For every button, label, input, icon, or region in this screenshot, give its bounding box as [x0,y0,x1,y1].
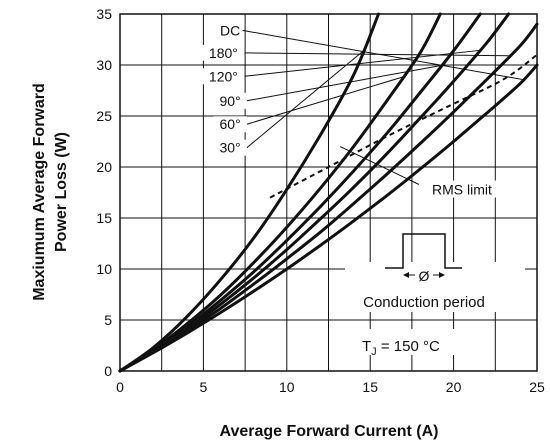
y-tick-label: 5 [104,312,112,328]
leader-line-90deg [246,64,443,102]
series-line-30deg [118,12,380,373]
tick-labels: 0 5 10 15 20 25 0 5 10 15 20 25 30 35 [96,6,545,395]
y-tick-label: 25 [96,108,112,124]
conduction-waveform [385,233,462,269]
curve-label-dc: DC [220,22,240,38]
curve-label-60deg: 60° [220,116,241,132]
y-tick-label: 35 [96,6,112,22]
arrow-left-icon [403,272,409,278]
curve-label-bg [217,22,243,39]
y-tick-label: 15 [96,210,112,226]
x-tick-label: 5 [200,379,208,395]
y-tick-label: 10 [96,261,112,277]
y-axis-label-line-1: Maxiumum Average Forward [31,83,48,301]
curve-label-bg [213,116,247,133]
curve-label-bg [202,68,245,85]
y-tick-label: 0 [104,363,112,379]
series-line-dc [118,63,539,373]
x-tick-label: 25 [529,379,545,395]
inset-background [345,262,525,312]
tj-label: TJ = 150 °C [362,338,440,358]
tj-annotation: TJ = 150 °C [350,329,488,358]
curve-label-180deg: 180° [209,45,238,61]
conduction-period-label: Conduction period [363,294,485,311]
leader-line-dc [242,29,524,81]
y-axis-label: Maxiumum Average Forward Power Loss (W) [31,83,70,301]
series-line-90deg [118,12,482,373]
curve-labels: DC 180° 120° 90° 60° 30° RMS limit [202,22,505,198]
leader-line-120deg [244,49,481,77]
x-tick-label: 10 [279,379,295,395]
conduction-period-inset: Ø Conduction period [345,233,525,312]
y-tick-label: 30 [96,57,112,73]
curve-label-120deg: 120° [209,68,238,84]
leader-line-30deg [246,50,364,149]
x-tick-label: 15 [362,379,378,395]
leader-line-180deg [244,52,511,57]
series-line-60deg [118,12,442,373]
plot-frame [119,13,538,372]
y-tick-label: 20 [96,159,112,175]
curve-label-90deg: 90° [220,93,241,109]
curve-label-bg [213,139,247,156]
y-axis-label-line-2: Power Loss (W) [53,132,70,252]
curve-label-bg [213,92,247,109]
leader-line-rms-limit [339,146,420,185]
rms-label-bg [418,180,505,198]
series-group [118,12,539,373]
conduction-angle-symbol: Ø [419,268,430,284]
label-leader-lines [242,29,524,185]
curve-label-bg [202,44,245,61]
leader-line-60deg [246,76,404,125]
rms-limit-line [269,53,538,199]
series-line-120deg [118,12,511,373]
x-tick-label: 0 [116,379,124,395]
series-line-180deg [118,22,539,373]
rms-limit-label: RMS limit [432,182,492,198]
arrow-right-icon [439,272,445,278]
x-axis-label: Average Forward Current (A) [220,423,439,440]
curve-label-30deg: 30° [220,140,241,156]
x-tick-label: 20 [446,379,462,395]
